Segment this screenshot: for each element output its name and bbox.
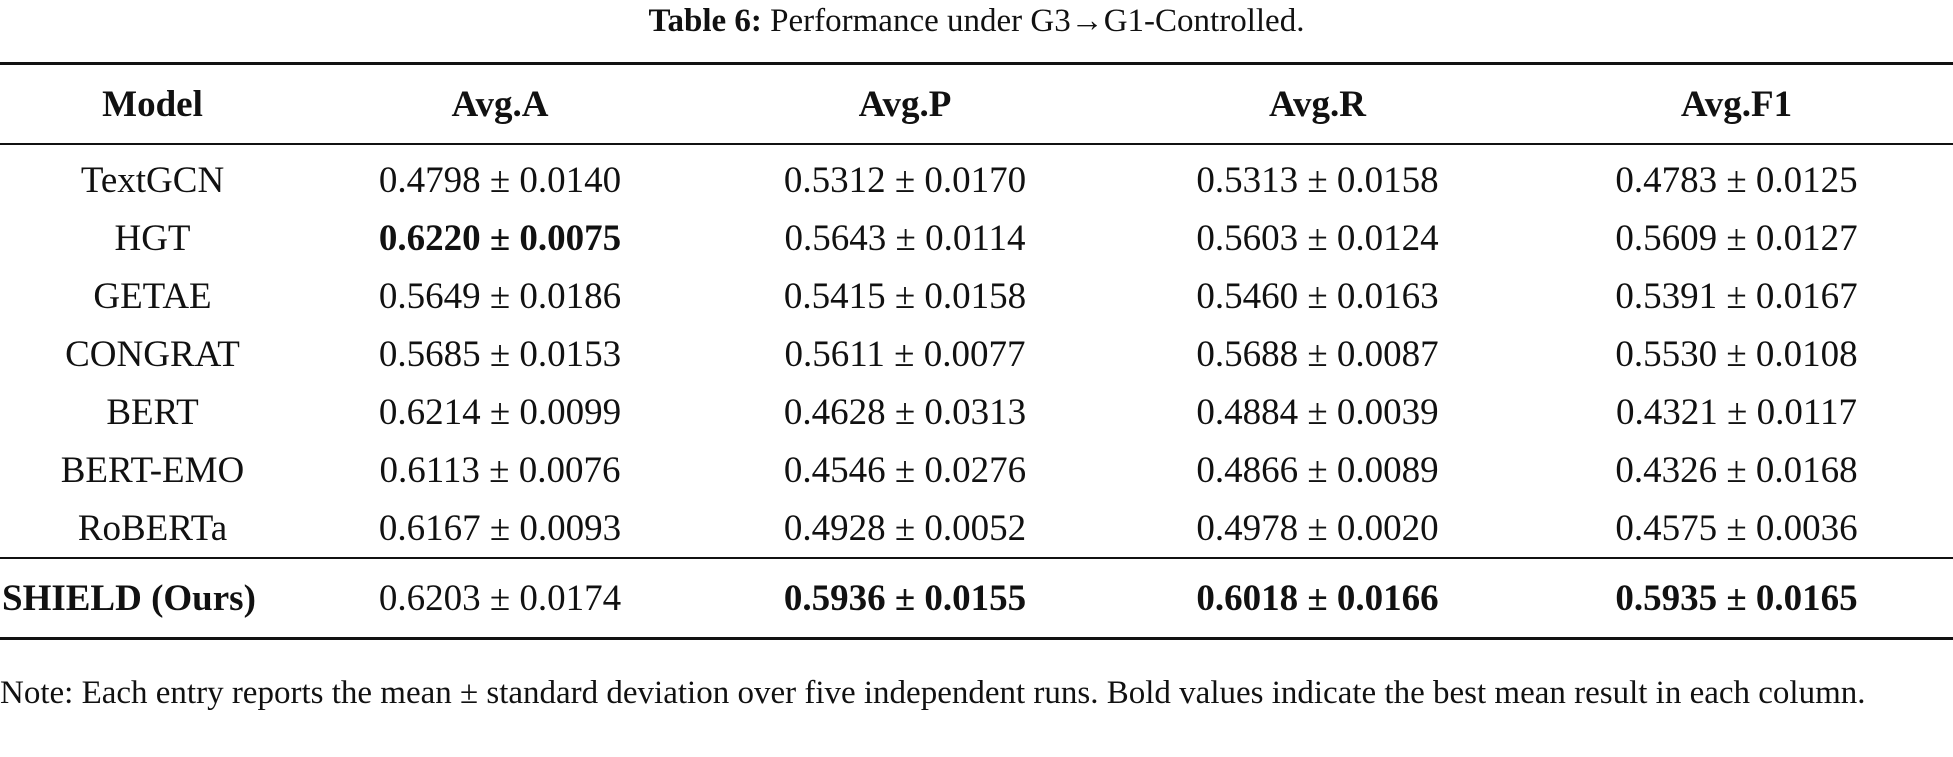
table-row: RoBERTa 0.6167 ± 0.0093 0.4928 ± 0.0052 … bbox=[0, 499, 1953, 558]
table-row: CONGRAT 0.5685 ± 0.0153 0.5611 ± 0.0077 … bbox=[0, 325, 1953, 383]
avg-r-value: 0.5460 ± 0.0163 bbox=[1196, 275, 1439, 317]
table-header: Model Avg.A Avg.P Avg.R Avg.F1 bbox=[0, 62, 1953, 145]
proposed-model-row-group: SHIELD (Ours) 0.6203 ± 0.0174 0.5936 ± 0… bbox=[0, 557, 1953, 640]
avg-r-value-best: 0.6018 ± 0.0166 bbox=[1115, 557, 1520, 640]
model-name: TextGCN bbox=[80, 159, 225, 201]
model-name: RoBERTa bbox=[77, 507, 228, 549]
table-row: TextGCN 0.4798 ± 0.0140 0.5312 ± 0.0170 … bbox=[0, 144, 1953, 209]
avg-f1-value: 0.5530 ± 0.0108 bbox=[1615, 333, 1858, 375]
table-note: Note: Each entry reports the mean ± stan… bbox=[0, 675, 1866, 711]
avg-p-value: 0.4628 ± 0.0313 bbox=[783, 391, 1027, 433]
avg-f1-value: 0.4575 ± 0.0036 bbox=[1615, 507, 1858, 549]
avg-f1-value: 0.4326 ± 0.0168 bbox=[1615, 449, 1858, 491]
results-table: Model Avg.A Avg.P Avg.R Avg.F1 TextGCN 0… bbox=[0, 62, 1953, 640]
avg-f1-value: 0.4783 ± 0.0125 bbox=[1615, 159, 1858, 201]
model-name: GETAE bbox=[93, 275, 212, 317]
avg-a-value: 0.6203 ± 0.0174 bbox=[305, 557, 695, 640]
avg-r-value: 0.5688 ± 0.0087 bbox=[1196, 333, 1439, 375]
header-avg-r: Avg.R bbox=[1115, 62, 1520, 145]
avg-f1-value-best: 0.5935 ± 0.0165 bbox=[1520, 557, 1953, 640]
avg-r-value: 0.5603 ± 0.0124 bbox=[1196, 217, 1439, 259]
avg-r-value: 0.5313 ± 0.0158 bbox=[1196, 159, 1439, 201]
model-name: BERT-EMO bbox=[60, 449, 245, 491]
header-row: Model Avg.A Avg.P Avg.R Avg.F1 bbox=[0, 62, 1953, 145]
avg-a-value-best: 0.6220 ± 0.0075 bbox=[378, 217, 622, 259]
avg-a-value: 0.6113 ± 0.0076 bbox=[379, 449, 621, 491]
table-row: HGT 0.6220 ± 0.0075 0.5643 ± 0.0114 0.56… bbox=[0, 209, 1953, 267]
avg-p-value: 0.4546 ± 0.0276 bbox=[783, 449, 1027, 491]
header-avg-f1: Avg.F1 bbox=[1520, 62, 1953, 145]
avg-p-value: 0.5415 ± 0.0158 bbox=[783, 275, 1027, 317]
header-model: Model bbox=[0, 62, 305, 145]
avg-a-value: 0.6214 ± 0.0099 bbox=[378, 391, 622, 433]
table-row: BERT 0.6214 ± 0.0099 0.4628 ± 0.0313 0.4… bbox=[0, 383, 1953, 441]
avg-a-value: 0.6167 ± 0.0093 bbox=[378, 507, 622, 549]
avg-p-value: 0.5611 ± 0.0077 bbox=[784, 333, 1026, 375]
avg-f1-value: 0.5391 ± 0.0167 bbox=[1615, 275, 1858, 317]
avg-p-value-best: 0.5936 ± 0.0155 bbox=[695, 557, 1115, 640]
proposed-model-row: SHIELD (Ours) 0.6203 ± 0.0174 0.5936 ± 0… bbox=[0, 557, 1953, 640]
model-name: CONGRAT bbox=[65, 333, 240, 375]
header-avg-a: Avg.A bbox=[305, 62, 695, 145]
table-row: GETAE 0.5649 ± 0.0186 0.5415 ± 0.0158 0.… bbox=[0, 267, 1953, 325]
model-name-ours: SHIELD (Ours) bbox=[0, 557, 305, 640]
avg-r-value: 0.4884 ± 0.0039 bbox=[1196, 391, 1439, 433]
table-caption: Table 6: Performance under G3→G1-Control… bbox=[0, 0, 1953, 48]
baseline-rows: TextGCN 0.4798 ± 0.0140 0.5312 ± 0.0170 … bbox=[0, 144, 1953, 558]
model-name: BERT bbox=[106, 391, 199, 433]
avg-r-value: 0.4866 ± 0.0089 bbox=[1196, 449, 1439, 491]
avg-r-value: 0.4978 ± 0.0020 bbox=[1196, 507, 1439, 549]
avg-p-value: 0.5312 ± 0.0170 bbox=[783, 159, 1027, 201]
avg-a-value: 0.5649 ± 0.0186 bbox=[378, 275, 622, 317]
avg-p-value: 0.5643 ± 0.0114 bbox=[784, 217, 1026, 259]
avg-a-value: 0.4798 ± 0.0140 bbox=[378, 159, 622, 201]
avg-a-value: 0.5685 ± 0.0153 bbox=[378, 333, 622, 375]
table-caption-text: Performance under G3→G1-Controlled. bbox=[770, 3, 1305, 39]
model-name: HGT bbox=[114, 217, 191, 259]
header-avg-p: Avg.P bbox=[695, 62, 1115, 145]
avg-f1-value: 0.5609 ± 0.0127 bbox=[1615, 217, 1858, 259]
avg-p-value: 0.4928 ± 0.0052 bbox=[783, 507, 1027, 549]
table-row: BERT-EMO 0.6113 ± 0.0076 0.4546 ± 0.0276… bbox=[0, 441, 1953, 499]
avg-f1-value: 0.4321 ± 0.0117 bbox=[1616, 391, 1857, 433]
table-caption-label: Table 6: bbox=[648, 3, 762, 39]
